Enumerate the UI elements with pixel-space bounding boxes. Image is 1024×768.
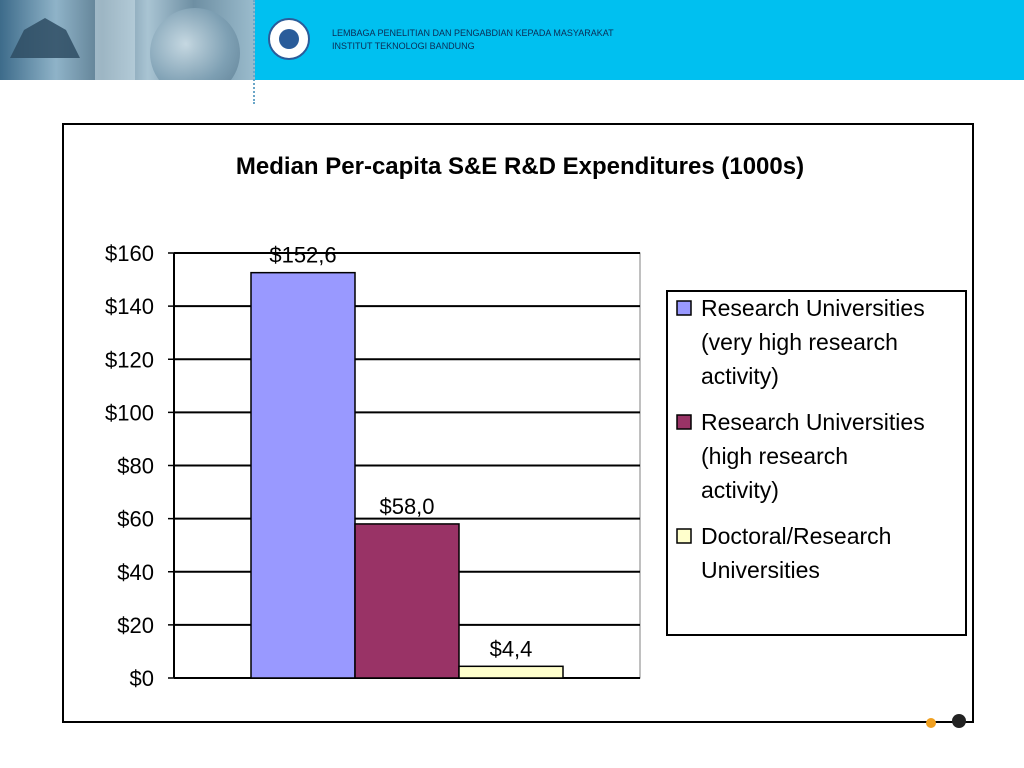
data-label: $4,4 (490, 636, 533, 661)
y-tick-label: $80 (117, 454, 154, 479)
decorative-dot-dark (952, 714, 966, 728)
legend-entry-line: Universities (701, 557, 820, 583)
legend-swatch-3 (676, 528, 692, 544)
chart-frame: Median Per-capita S&E R&D Expenditures (… (62, 123, 974, 723)
institution-name: LEMBAGA PENELITIAN DAN PENGABDIAN KEPADA… (332, 27, 614, 53)
y-tick-label: $100 (105, 400, 154, 425)
legend-entry-line: Doctoral/Research (701, 523, 891, 549)
chart-title: Median Per-capita S&E R&D Expenditures (… (236, 153, 804, 180)
bar-chart: Median Per-capita S&E R&D Expenditures (… (105, 153, 967, 691)
legend-entry-line: activity) (701, 363, 779, 389)
globe-graphic (150, 8, 240, 80)
y-tick-label: $20 (117, 613, 154, 638)
decorative-dot-orange (926, 718, 936, 728)
legend: Research Universities (very high research… (666, 290, 967, 636)
legend-entry-2: Research Universities (high research activ… (701, 409, 925, 503)
y-tick-label: $40 (117, 560, 154, 585)
header-banner: LEMBAGA PENELITIAN DAN PENGABDIAN KEPADA… (0, 0, 1024, 80)
legend-entry-line: Research Universities (701, 409, 925, 435)
legend-box (666, 290, 967, 636)
building-roof-graphic (10, 18, 80, 58)
photo-highlight (95, 0, 135, 80)
y-tick-label: $0 (130, 666, 154, 691)
institution-line-2: INSTITUT TEKNOLOGI BANDUNG (332, 41, 475, 51)
legend-entry-line: (high research (701, 443, 848, 469)
itb-logo (268, 18, 310, 60)
bar-2 (354, 523, 460, 679)
legend-entry-line: Research Universities (701, 295, 925, 321)
legend-entry-line: (very high research (701, 329, 898, 355)
logo-emblem (279, 29, 299, 49)
bar-1 (250, 271, 356, 679)
bar-3 (458, 665, 564, 679)
legend-swatch-1 (676, 300, 692, 316)
legend-entry-line: activity) (701, 477, 779, 503)
data-label: $152,6 (269, 243, 336, 268)
y-tick-label: $120 (105, 347, 154, 372)
plot-area: $0 $20 $40 $60 $80 $100 $120 $140 $160 $152,6 $58,… (105, 241, 641, 691)
dotted-divider (253, 0, 255, 104)
header-photo (0, 0, 255, 80)
y-tick-label: $60 (117, 507, 154, 532)
data-label: $58,0 (379, 494, 434, 519)
y-tick-label: $160 (105, 241, 154, 266)
institution-line-1: LEMBAGA PENELITIAN DAN PENGABDIAN KEPADA… (332, 28, 614, 38)
legend-entry-3: Doctoral/Research Universities (701, 523, 891, 583)
y-tick-label: $140 (105, 294, 154, 319)
legend-entry-1: Research Universities (very high research… (701, 295, 925, 389)
legend-swatch-2 (676, 414, 692, 430)
